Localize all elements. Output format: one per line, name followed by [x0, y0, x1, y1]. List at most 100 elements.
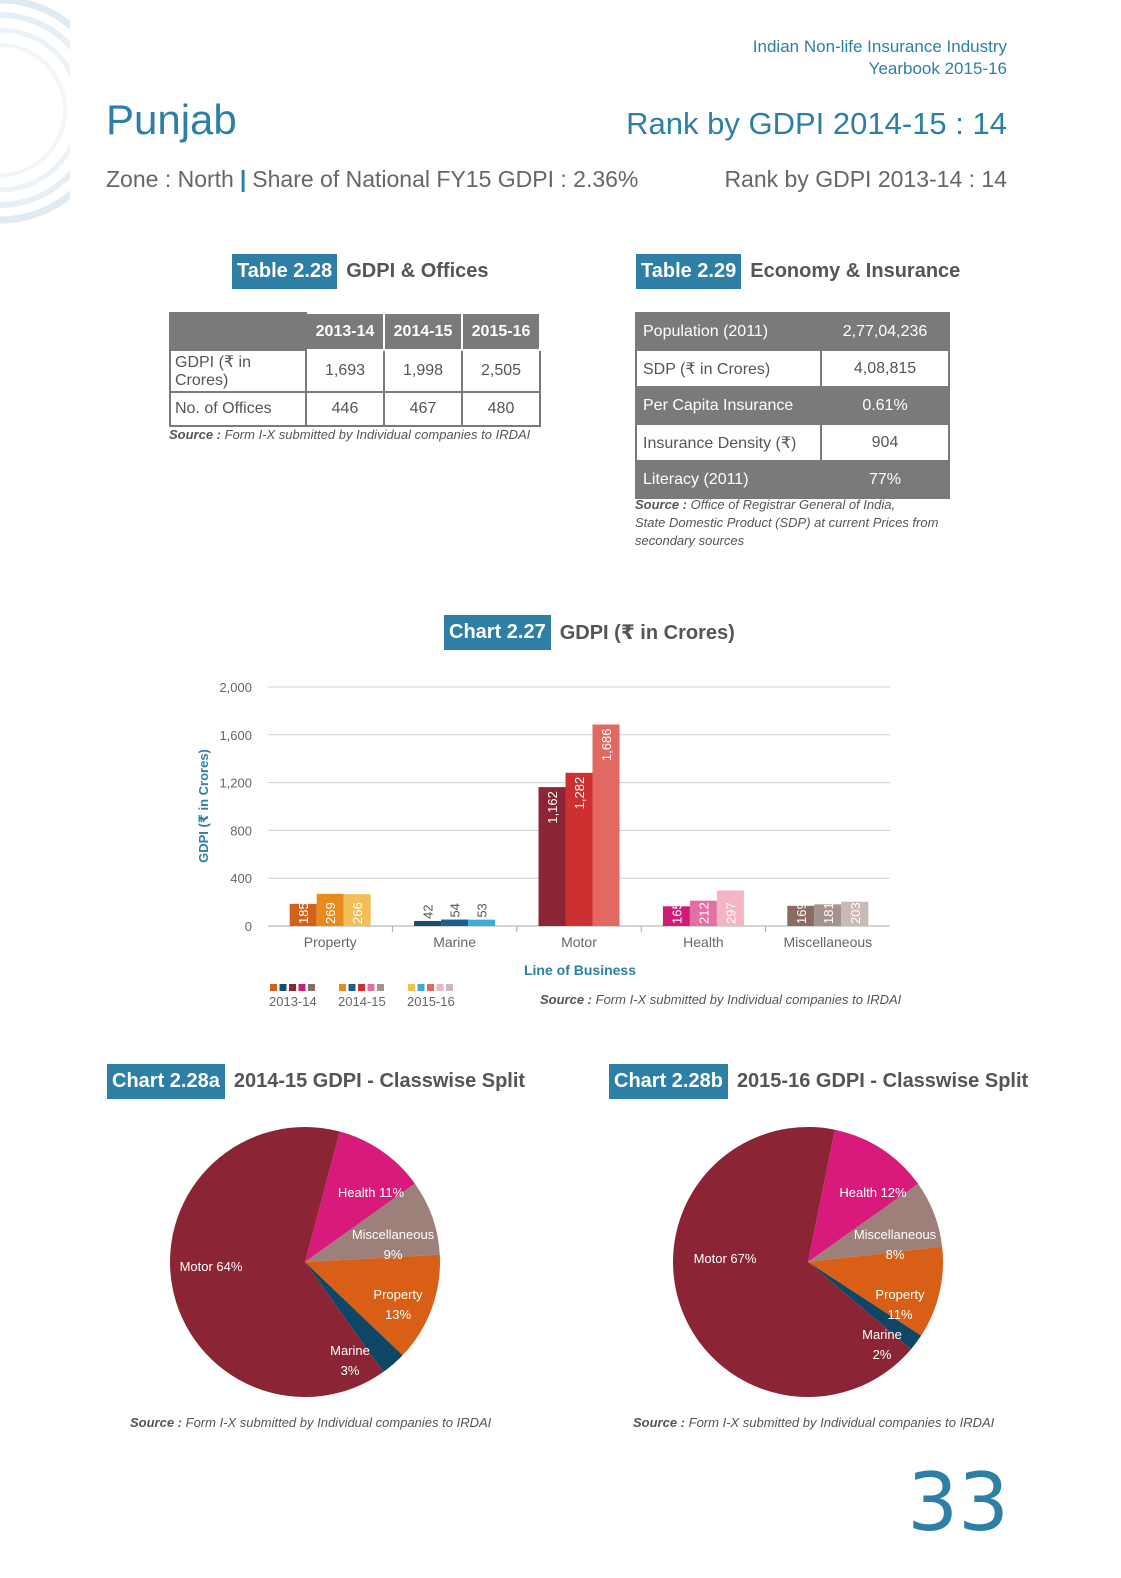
- table-cell: 2,505: [461, 349, 541, 393]
- row-label: GDPI (₹ in Crores): [169, 349, 307, 393]
- x-tick-label: Health: [683, 934, 723, 950]
- data-label: 297: [723, 902, 738, 924]
- pie-slice: [305, 1183, 440, 1262]
- table-corner: [169, 312, 307, 351]
- data-label: 266: [350, 902, 365, 924]
- publication-header: Indian Non-life Insurance Industry Yearb…: [753, 36, 1007, 80]
- source-text: Form I-X submitted by Individual compani…: [685, 1415, 995, 1430]
- row-label: SDP (₹ in Crores): [635, 349, 822, 388]
- bar: [689, 900, 717, 926]
- data-label: 269: [323, 902, 338, 924]
- chart-228a-caption: Chart 2.28a 2014-15 GDPI - Classwise Spl…: [107, 1064, 525, 1099]
- chart-227-source: Source : Form I-X submitted by Individua…: [540, 991, 901, 1009]
- x-tick-label: Marine: [433, 934, 476, 950]
- bar: [662, 906, 690, 926]
- bar: [316, 893, 344, 926]
- caption-title: GDPI & Offices: [346, 260, 489, 282]
- bar: [716, 890, 744, 926]
- slice-label: Motor 64%: [180, 1259, 243, 1274]
- slice-percent: 3%: [341, 1363, 360, 1378]
- legend-swatch: [436, 984, 444, 991]
- legend-swatch: [377, 984, 384, 991]
- pie-slice: [305, 1262, 403, 1372]
- table-cell: 0.61%: [820, 386, 950, 425]
- legend-swatch: [446, 984, 453, 991]
- table-row: GDPI (₹ in Crores) 1,693 1,998 2,505: [169, 349, 541, 393]
- data-label: 1,162: [545, 791, 560, 824]
- source-text: Form I-X submitted by Individual compani…: [592, 992, 902, 1007]
- row-label: No. of Offices: [169, 391, 307, 427]
- state-title: Punjab: [106, 96, 237, 143]
- data-label: 181: [821, 902, 836, 924]
- table-228-caption: Table 2.28 GDPI & Offices: [232, 254, 489, 289]
- slice-label: Property: [373, 1287, 423, 1302]
- bar: [538, 787, 566, 926]
- slice-label: Marine: [862, 1327, 902, 1342]
- pie-slice: [808, 1262, 922, 1350]
- column-header: 2013-14: [305, 312, 385, 351]
- data-label: 54: [448, 903, 463, 917]
- gdpi-bar-chart: 0 400 800 1,200 1,600 2,000 GDPI (₹ in Crores)…: [196, 680, 890, 1009]
- caption-title: 2015-16 GDPI - Classwise Split: [736, 1070, 1029, 1092]
- table-cell: 77%: [820, 460, 950, 499]
- slice-label: Property: [875, 1287, 925, 1302]
- table-row: Literacy (2011) 77%: [635, 460, 950, 499]
- slice-label: Health 11%: [338, 1185, 405, 1200]
- chart-228b-source: Source : Form I-X submitted by Individua…: [633, 1414, 994, 1432]
- table-cell: 904: [820, 423, 950, 462]
- slice-label: Miscellaneous: [352, 1227, 435, 1242]
- column-header: 2014-15: [383, 312, 463, 351]
- y-tick-label: 400: [230, 871, 252, 886]
- source-label: Source :: [169, 427, 222, 442]
- legend-swatch: [367, 984, 375, 991]
- legend-swatch: [289, 984, 296, 991]
- bar: [468, 919, 496, 926]
- bar: [289, 903, 317, 926]
- source-label: Source :: [633, 1415, 686, 1430]
- legend-label: 2015-16: [407, 994, 455, 1009]
- source-label: Source :: [130, 1415, 183, 1430]
- pie-slice: [672, 1127, 912, 1398]
- slice-percent: 2%: [873, 1347, 892, 1362]
- data-label: 53: [475, 903, 490, 917]
- y-tick-label: 1,200: [219, 776, 252, 791]
- slice-label: Miscellaneous: [854, 1227, 937, 1242]
- x-tick-label: Property: [304, 934, 357, 950]
- legend-swatch: [279, 984, 287, 991]
- chart-228a-source: Source : Form I-X submitted by Individua…: [130, 1414, 491, 1432]
- zone-label: Zone : North: [106, 166, 234, 192]
- bar: [814, 904, 842, 926]
- table-row: Insurance Density (₹) 904: [635, 423, 950, 462]
- legend-swatch: [408, 984, 415, 991]
- bar: [841, 901, 869, 926]
- separator: |: [239, 166, 247, 192]
- table-cell: 467: [383, 391, 463, 427]
- x-tick-label: Miscellaneous: [783, 934, 872, 950]
- bar: [414, 920, 442, 926]
- data-label: 169: [794, 902, 809, 924]
- legend-swatch: [358, 984, 365, 991]
- legend-swatch: [427, 984, 434, 991]
- gdpi-offices-table: 2013-14 2014-15 2015-16 GDPI (₹ in Crore…: [169, 312, 541, 427]
- bar: [343, 894, 371, 926]
- slice-label: Marine: [330, 1343, 370, 1358]
- zone-line: Zone : North | Share of National FY15 GDPI…: [106, 166, 638, 193]
- row-label: Literacy (2011): [635, 460, 822, 499]
- table-cell: 446: [305, 391, 385, 427]
- slice-percent: 9%: [384, 1247, 403, 1262]
- column-header: 2015-16: [461, 312, 541, 351]
- decorative-arcs: [0, 0, 70, 224]
- slice-percent: 11%: [887, 1307, 912, 1322]
- legend-swatch: [308, 984, 315, 991]
- rank-current: Rank by GDPI 2014-15 : 14: [626, 106, 1007, 141]
- slice-percent: 8%: [886, 1247, 905, 1262]
- publication-subtitle: Yearbook 2015-16: [868, 59, 1007, 78]
- legend-swatch: [339, 984, 346, 991]
- source-text: secondary sources: [635, 533, 745, 548]
- table-row: SDP (₹ in Crores) 4,08,815: [635, 349, 950, 388]
- y-tick-label: 2,000: [219, 680, 252, 695]
- legend-swatch: [298, 984, 306, 991]
- legend-swatch: [270, 984, 277, 991]
- caption-tag: Chart 2.28a: [107, 1064, 225, 1099]
- source-text: Form I-X submitted by Individual compani…: [182, 1415, 492, 1430]
